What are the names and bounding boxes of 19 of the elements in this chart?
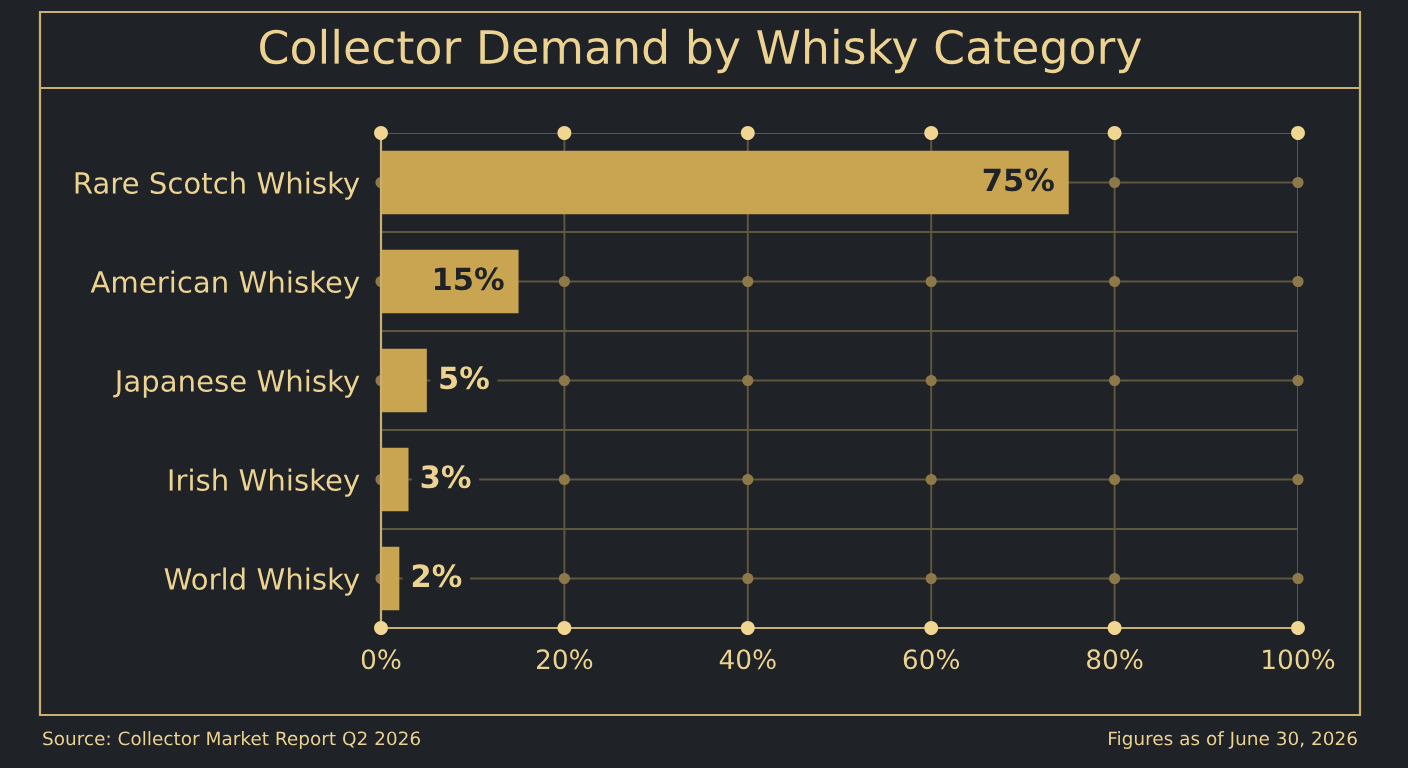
chart-title: Collector Demand by Whisky Category (260, 28, 1142, 74)
data-label: 15% (434, 267, 504, 291)
y-tick-label: Japanese Whisky (113, 369, 360, 398)
y-tick-label: Rare Scotch Whisky (75, 171, 360, 200)
data-label: 5% (440, 366, 489, 390)
text: Figures as of June 30, 2026 (1109, 731, 1357, 749)
x-tick-label: 80% (1087, 649, 1143, 670)
data-label: 75% (983, 168, 1054, 192)
x-tick-label: 0% (361, 649, 401, 670)
x-tick-label: 40% (719, 649, 776, 670)
y-tick-label: American Whiskey (90, 270, 360, 299)
x-tick-label: 60% (903, 649, 960, 670)
data-label: 3% (421, 465, 471, 489)
source-note: Source: Collector Market Report Q2 2026 (43, 731, 420, 749)
x-tick-label: 100% (1263, 649, 1335, 670)
data-label: 2% (412, 564, 462, 588)
x-tick-label: 20% (537, 649, 593, 670)
y-tick-label: Irish Whiskey (169, 468, 360, 497)
y-tick-label: World Whisky (164, 567, 360, 596)
